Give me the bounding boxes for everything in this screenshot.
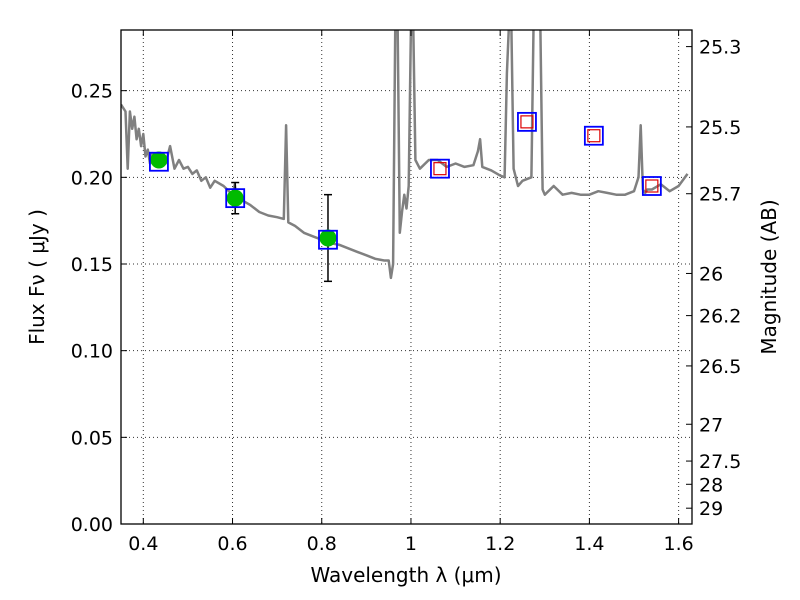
plot-frame bbox=[120, 29, 693, 525]
mag-tick-label: 26 bbox=[699, 263, 723, 285]
y-tick-label: 0.25 bbox=[71, 81, 113, 103]
ticks: 0.4 0.6 0.8 1 1.2 1.4 1.6 0.00 0.05 0.10 0.15 0.20 0… bbox=[71, 30, 741, 555]
y2-axis-label: Magnitude (AB) bbox=[757, 199, 781, 354]
grid bbox=[121, 30, 692, 525]
observed-point bbox=[150, 151, 168, 169]
predicted-photometry-square bbox=[645, 179, 659, 193]
observed-point bbox=[319, 229, 337, 247]
mag-tick-label: 27.5 bbox=[699, 451, 741, 473]
mag-tick-label: 25.7 bbox=[699, 184, 741, 206]
y-tick-label: 0.05 bbox=[71, 427, 113, 449]
mag-tick-label: 27 bbox=[699, 414, 723, 436]
mag-tick-label: 25.5 bbox=[699, 117, 741, 139]
mag-tick-label: 26.5 bbox=[699, 356, 741, 378]
mag-tick-label: 25.3 bbox=[699, 37, 741, 59]
x-tick-label: 1.6 bbox=[664, 533, 694, 555]
mag-tick-label: 26.2 bbox=[699, 306, 741, 328]
y-axis-label: Flux Fν ( μJy ) bbox=[25, 209, 49, 345]
x-tick-label: 1 bbox=[405, 533, 417, 555]
y-tick-label: 0.00 bbox=[71, 514, 113, 536]
x-tick-label: 1.2 bbox=[485, 533, 515, 555]
y-tick-label: 0.15 bbox=[71, 254, 113, 276]
predicted-photometry-square bbox=[433, 162, 447, 176]
y-tick-label: 0.10 bbox=[71, 341, 113, 363]
x-tick-label: 0.8 bbox=[307, 533, 337, 555]
mag-tick-label: 28 bbox=[699, 474, 723, 496]
x-tick-label: 1.4 bbox=[574, 533, 604, 555]
x-tick-label: 0.4 bbox=[128, 533, 158, 555]
model-photometry-square bbox=[225, 188, 246, 209]
mag-tick-label: 29 bbox=[699, 498, 723, 520]
model-photometry-square bbox=[641, 176, 662, 196]
predicted-photometry-square bbox=[520, 115, 534, 129]
x-tick-label: 0.6 bbox=[217, 533, 247, 555]
plot-area bbox=[121, 30, 689, 283]
model-photometry-square bbox=[149, 151, 169, 172]
predicted-photometry-square bbox=[587, 129, 601, 143]
model-photometry-square bbox=[583, 125, 604, 146]
model-photometry-square bbox=[318, 229, 338, 250]
y-tick-label: 0.20 bbox=[71, 167, 113, 189]
x-axis-label: Wavelength λ (μm) bbox=[310, 563, 501, 587]
observed-point bbox=[226, 189, 244, 207]
model-photometry-square bbox=[517, 111, 537, 132]
spectrum-line bbox=[121, 30, 689, 280]
model-photometry-square bbox=[430, 158, 450, 179]
